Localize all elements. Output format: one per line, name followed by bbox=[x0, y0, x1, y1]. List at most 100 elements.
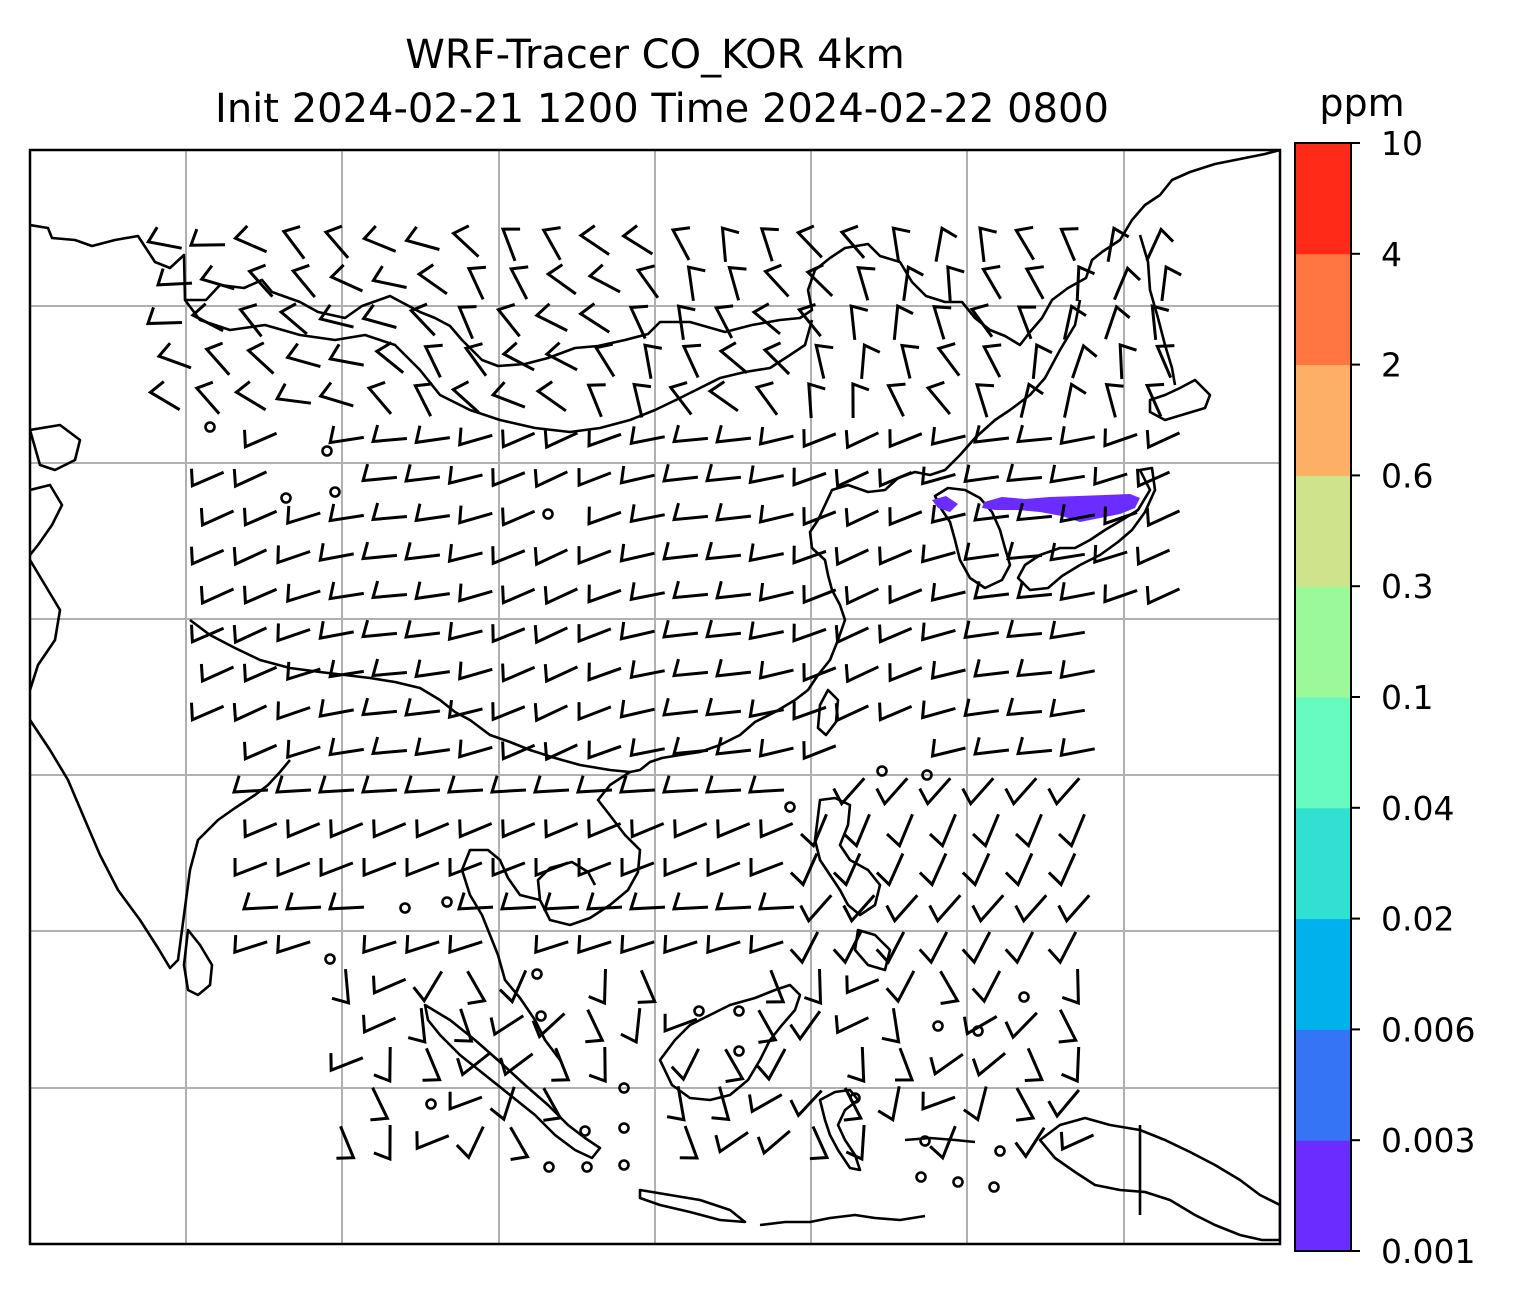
wind-barb bbox=[285, 342, 321, 369]
wind-barb bbox=[458, 819, 493, 839]
colorbar-segment bbox=[1295, 918, 1351, 1030]
wind-barb bbox=[663, 857, 698, 878]
wind-barb bbox=[1014, 894, 1048, 924]
colorbar-unit-label: ppm bbox=[1319, 81, 1404, 125]
wind-barb bbox=[844, 507, 880, 528]
calm-wind-marker bbox=[693, 1005, 705, 1017]
wind-barb bbox=[328, 503, 365, 523]
wind-barb bbox=[978, 226, 997, 263]
wind-barb bbox=[371, 580, 408, 600]
wind-barb bbox=[747, 775, 785, 794]
wind-barb bbox=[643, 343, 663, 379]
wind-barb bbox=[577, 702, 612, 722]
wind-barb bbox=[748, 543, 784, 563]
wind-barb bbox=[875, 931, 906, 965]
wind-barb bbox=[233, 380, 267, 412]
coastline-sumatra bbox=[423, 1003, 602, 1160]
wind-barb bbox=[974, 383, 995, 418]
wind-barb bbox=[243, 819, 278, 839]
wind-barb bbox=[632, 382, 652, 418]
wind-barb bbox=[635, 264, 660, 299]
wind-barb bbox=[575, 775, 613, 794]
colorbar-segment bbox=[1295, 364, 1351, 476]
wind-barb bbox=[587, 428, 622, 448]
wind-barb bbox=[971, 970, 1002, 1004]
wind-barb bbox=[199, 507, 235, 528]
wind-barb bbox=[403, 775, 441, 794]
wind-barb bbox=[423, 343, 443, 378]
calm-wind-marker bbox=[535, 1010, 547, 1022]
colorbar-tick-label: 0.001 bbox=[1381, 1232, 1475, 1271]
calm-wind-marker bbox=[932, 1020, 944, 1032]
wind-barb bbox=[190, 702, 225, 723]
wind-barb bbox=[662, 541, 699, 561]
wind-barb bbox=[920, 700, 956, 720]
coastline-philippines bbox=[813, 796, 892, 972]
wind-barb bbox=[847, 1046, 866, 1084]
wind-barb bbox=[766, 969, 786, 1004]
calm-wind-marker bbox=[618, 1082, 630, 1094]
wind-barb bbox=[456, 892, 494, 911]
wind-barb bbox=[577, 468, 612, 488]
wind-barb bbox=[845, 1124, 866, 1162]
wind-barb bbox=[661, 775, 699, 794]
wind-barb bbox=[856, 266, 876, 301]
colorbar-tick-label: 0.003 bbox=[1381, 1121, 1475, 1160]
wind-barb bbox=[756, 1048, 787, 1082]
wind-barb bbox=[286, 661, 321, 682]
calm-wind-marker bbox=[988, 1181, 1000, 1193]
wind-barb bbox=[713, 304, 734, 339]
wind-barb bbox=[1006, 697, 1043, 717]
wind-barb bbox=[499, 1052, 534, 1077]
colorbar-segment bbox=[1295, 586, 1351, 698]
wind-barb bbox=[757, 892, 795, 911]
wind-barb bbox=[789, 1089, 823, 1119]
wind-barb bbox=[1103, 506, 1138, 526]
wind-barb bbox=[371, 502, 408, 522]
wind-barb bbox=[501, 585, 536, 605]
wind-barb bbox=[361, 303, 397, 329]
colorbar-segment bbox=[1295, 697, 1351, 809]
wind-barb bbox=[620, 935, 655, 955]
wind-barb bbox=[629, 582, 665, 602]
wind-barb bbox=[963, 464, 1000, 484]
wind-barb bbox=[1057, 813, 1086, 849]
wind-barb bbox=[715, 658, 752, 678]
coastline-java bbox=[638, 1188, 747, 1224]
wind-barb bbox=[587, 584, 622, 604]
coastline-borneo bbox=[658, 983, 802, 1102]
wind-barb bbox=[1049, 698, 1086, 718]
wind-barb bbox=[371, 658, 408, 678]
wind-barb bbox=[672, 658, 709, 678]
wind-barb bbox=[286, 505, 321, 526]
wind-barb bbox=[1103, 584, 1138, 604]
wind-barb bbox=[628, 304, 649, 340]
wind-barb bbox=[232, 468, 268, 489]
wind-barb bbox=[204, 341, 231, 376]
wind-barb bbox=[199, 663, 235, 684]
wind-barb bbox=[1016, 424, 1053, 444]
wind-barb bbox=[336, 1125, 356, 1160]
chart-subtitle: Init 2024-02-21 1200 Time 2024-02-22 080… bbox=[215, 86, 1109, 132]
wind-barb bbox=[971, 894, 1005, 924]
wind-barb bbox=[973, 659, 1010, 678]
wind-barb bbox=[792, 623, 827, 643]
wind-barb bbox=[362, 857, 397, 878]
wind-barb bbox=[1136, 546, 1171, 567]
wind-barb bbox=[1024, 265, 1045, 300]
wind-barb bbox=[243, 663, 278, 684]
wind-barb bbox=[501, 663, 536, 683]
wind-barb bbox=[501, 819, 536, 839]
wind-barb bbox=[373, 1046, 392, 1084]
wind-barb bbox=[458, 505, 493, 525]
wind-barb bbox=[1059, 426, 1095, 446]
calm-wind-marker bbox=[919, 1135, 931, 1147]
calm-wind-marker bbox=[329, 486, 341, 498]
wind-barb bbox=[466, 265, 487, 301]
wind-barb bbox=[501, 741, 536, 761]
wind-barb bbox=[1145, 226, 1175, 262]
wind-barb bbox=[500, 227, 521, 262]
wind-barb bbox=[577, 624, 612, 644]
wind-barb bbox=[1006, 541, 1043, 561]
wind-barb bbox=[844, 663, 880, 684]
